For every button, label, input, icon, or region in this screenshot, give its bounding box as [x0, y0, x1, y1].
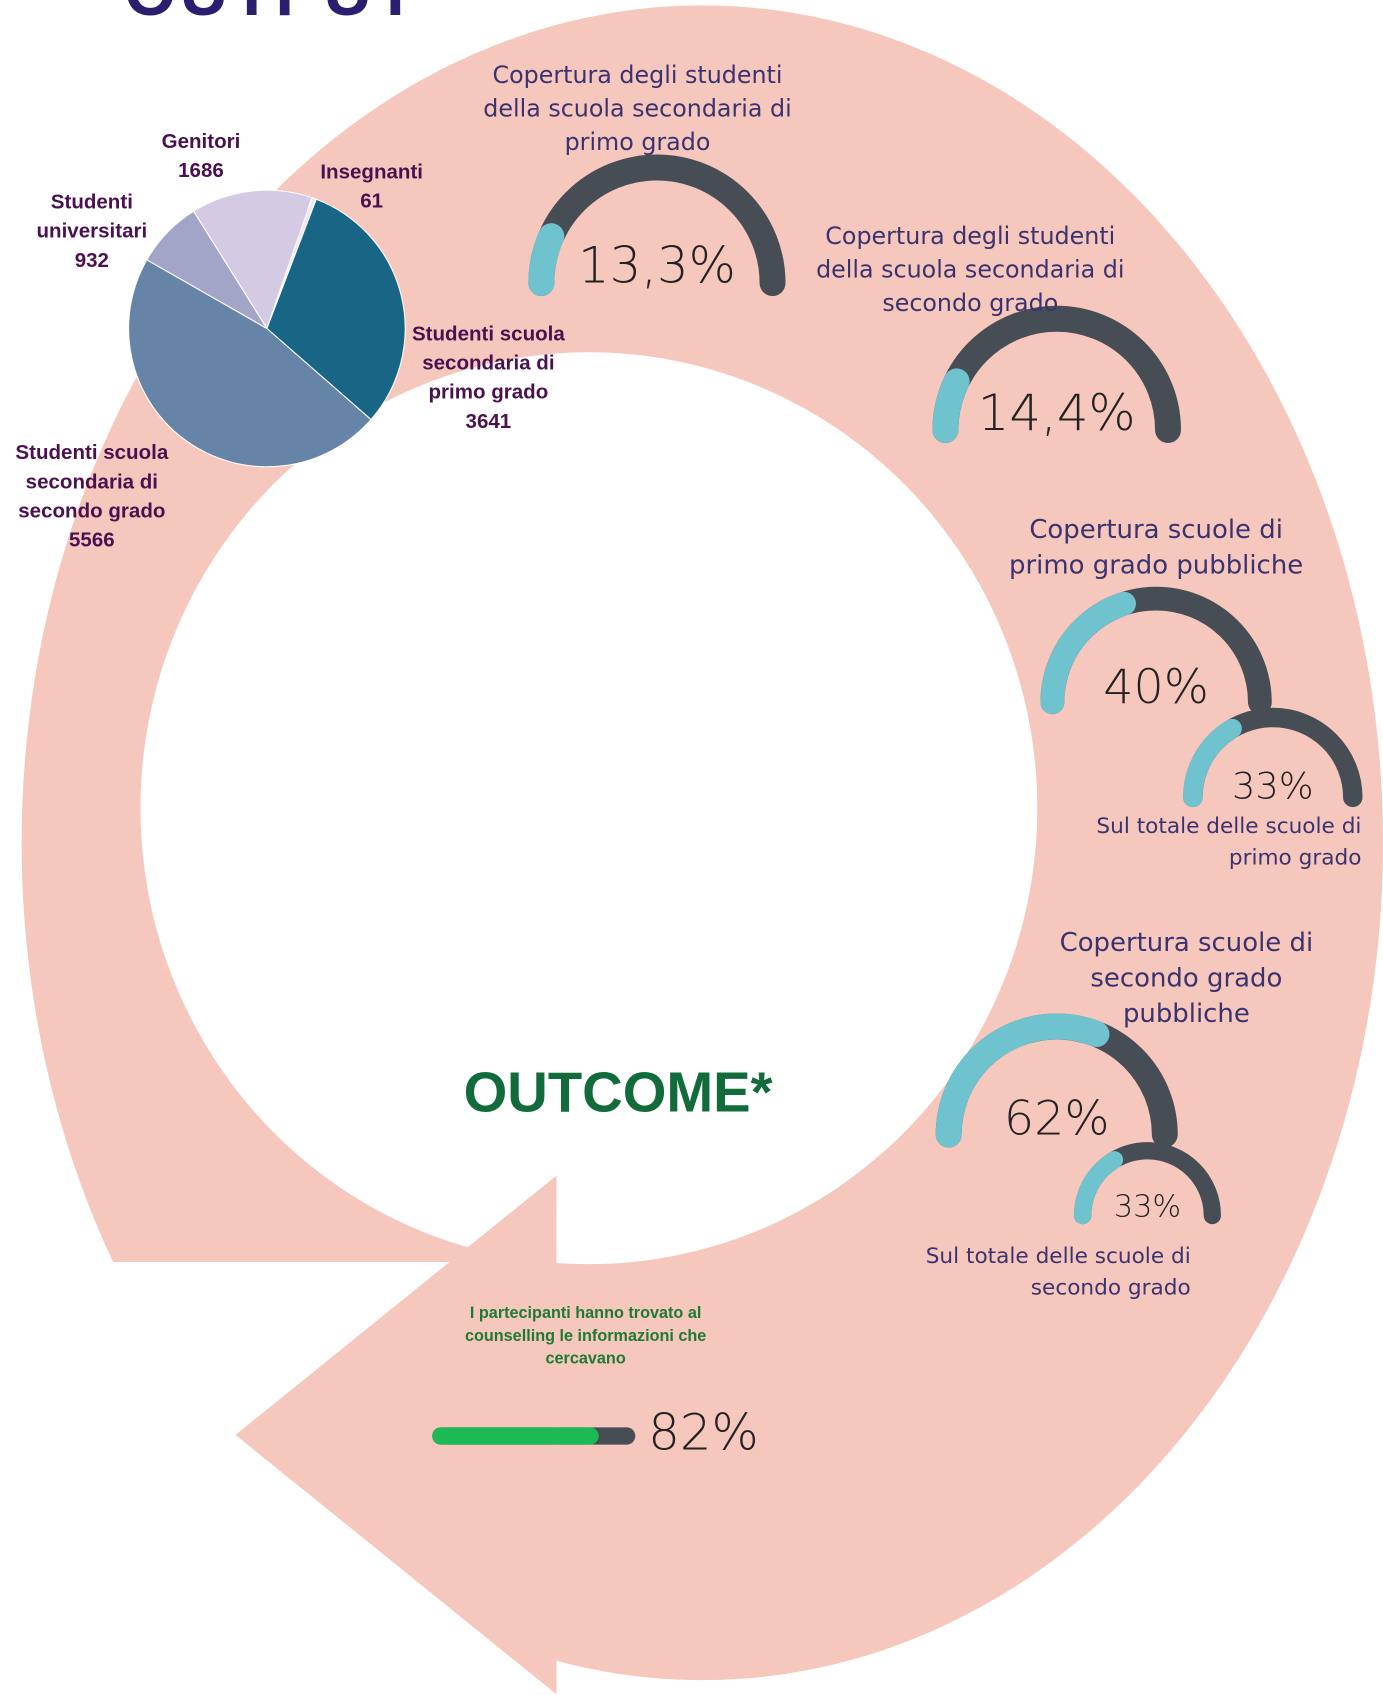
- gauge-title: Copertura scuole di primo grado pubblich…: [1009, 514, 1304, 581]
- gauge-title: Copertura degli studenti della scuola se…: [816, 223, 1125, 318]
- gauge-title: Copertura scuole di secondo grado pubbli…: [1059, 927, 1314, 1029]
- progress-title: I partecipanti hanno trovato al counsell…: [464, 1304, 707, 1368]
- gauge-fill: [1183, 718, 1242, 808]
- pie-label-value: 3641: [465, 410, 512, 434]
- pie-label: Studenti scuola secondaria di secondo gr…: [0, 439, 186, 556]
- progress-fill: [432, 1427, 599, 1445]
- pie-label-name: Genitori: [161, 130, 241, 154]
- pie-slice: [146, 210, 268, 329]
- pie-label: Studenti scuola secondaria di primo grad…: [394, 320, 583, 437]
- pie-label-name: Studenti universitari: [36, 191, 148, 244]
- pie-label-value: 5566: [69, 529, 115, 553]
- pie-label-name: Studenti scuola secondaria di primo grad…: [411, 323, 565, 405]
- gauge-value: 33%: [1232, 764, 1314, 807]
- cycle-hole: [140, 352, 1038, 1265]
- gauge-fill: [1040, 591, 1136, 715]
- pie-label: Insegnanti 61: [296, 158, 447, 216]
- pie-label-name: Studenti scuola secondaria di secondo gr…: [15, 441, 169, 523]
- pie-label: Studenti universitari 932: [16, 188, 167, 276]
- pie-slice: [266, 198, 406, 421]
- progress-value: 82%: [648, 1403, 758, 1461]
- pie-label-value: 61: [360, 190, 384, 213]
- cycle-arrowhead: [235, 1175, 557, 1695]
- gauge-caption: Sul totale delle scuole di secondo grado: [925, 1242, 1191, 1300]
- gauge-caption: Sul totale delle scuole di primo grado: [1096, 812, 1362, 870]
- gauge-fill: [528, 223, 565, 297]
- gauge-fill: [932, 368, 970, 444]
- gauge-value: 14,4%: [978, 384, 1136, 442]
- outcome-title: OUTCOME*: [464, 1061, 773, 1124]
- gauge-title: Copertura degli studenti della scuola se…: [483, 62, 792, 157]
- pie-label-name: Insegnanti: [320, 160, 424, 184]
- gauge-fill: [935, 1013, 1110, 1148]
- gauge-fill: [1074, 1151, 1124, 1225]
- pie-label-value: 1686: [178, 159, 224, 183]
- gauge-value: 13,3%: [578, 237, 736, 295]
- pie-slice: [192, 189, 313, 330]
- pie-label-value: 932: [74, 249, 109, 273]
- gauge-value: 40%: [1103, 660, 1209, 715]
- pie-label: Genitori 1686: [131, 127, 271, 185]
- pie-slice: [128, 259, 372, 468]
- output-title: OUTPUT: [124, 0, 419, 31]
- gauge-value: 33%: [1114, 1189, 1181, 1224]
- gauge-value: 62%: [1004, 1092, 1110, 1147]
